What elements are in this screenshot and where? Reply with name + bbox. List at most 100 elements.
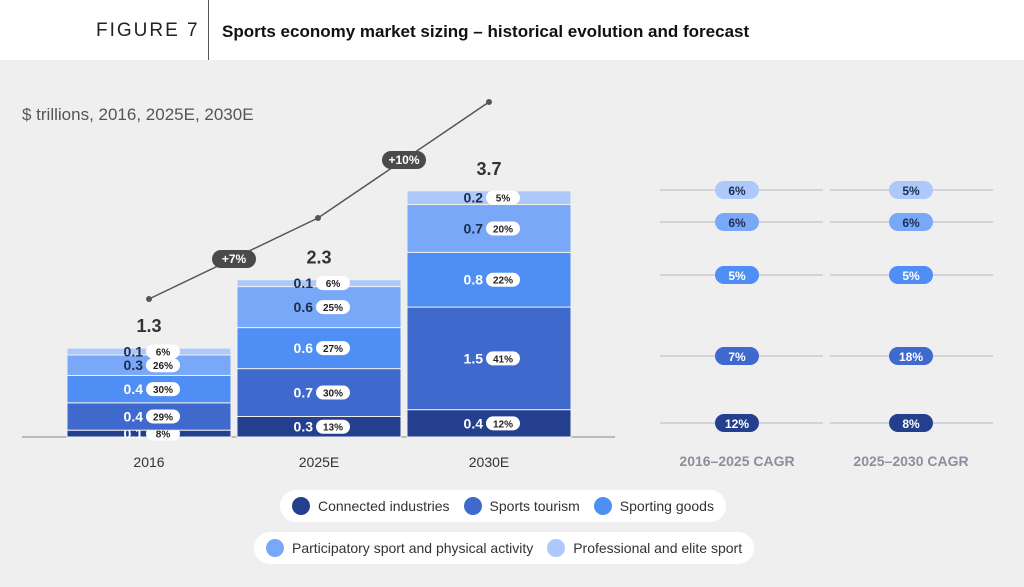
legend-item-connected-industries: Connected industries <box>292 497 450 515</box>
segment-value-sports-tourism-2025e: 0.7 <box>294 385 314 401</box>
growth-badge-0 <box>212 250 256 268</box>
cagr-pill-2016-2025-cagr-sporting-goods <box>715 266 759 284</box>
legend-item-sporting-goods: Sporting goods <box>593 497 714 515</box>
share-pill-sporting-goods-2030e <box>486 272 520 287</box>
cagr-pill-2025-2030-cagr-sporting-goods <box>889 266 933 284</box>
segment-value-professional-and-elite-sport-2025e: 0.1 <box>294 275 314 291</box>
growth-label-1: +10% <box>388 153 419 167</box>
share-pill-participatory-sport-and-physical-activity-2016 <box>146 358 180 373</box>
share-pill-professional-and-elite-sport-2030e <box>486 190 520 205</box>
growth-label-0: +7% <box>222 252 247 266</box>
share-label-sports-tourism-2030e: 41% <box>493 354 513 365</box>
share-pill-connected-industries-2030e <box>486 416 520 431</box>
legend-label-professional-and-elite-sport: Professional and elite sport <box>573 540 743 556</box>
share-label-sporting-goods-2016: 30% <box>153 385 173 396</box>
share-label-participatory-sport-and-physical-activity-2016: 26% <box>153 361 173 372</box>
growth-point-1 <box>315 215 321 221</box>
total-label-2016: 1.3 <box>136 316 161 336</box>
share-pill-participatory-sport-and-physical-activity-2030e <box>486 221 520 236</box>
share-label-sports-tourism-2016: 29% <box>153 412 173 423</box>
figure-label: FIGURE 7 <box>96 20 200 41</box>
segment-value-connected-industries-2030e: 0.4 <box>464 415 484 431</box>
share-pill-professional-and-elite-sport-2025e <box>316 276 350 291</box>
segment-value-sporting-goods-2030e: 0.8 <box>464 272 484 288</box>
legend-item-participatory-sport-and-physical-activity: Participatory sport and physical activit… <box>266 539 533 557</box>
x-tick-label-2025e: 2025E <box>299 454 339 470</box>
cagr-pill-2025-2030-cagr-sports-tourism <box>889 347 933 365</box>
share-label-professional-and-elite-sport-2025e: 6% <box>326 279 341 290</box>
cagr-column-title-0: 2016–2025 CAGR <box>679 453 794 469</box>
cagr-column-title-1: 2025–2030 CAGR <box>853 453 968 469</box>
share-pill-connected-industries-2025e <box>316 419 350 434</box>
share-pill-sporting-goods-2016 <box>146 382 180 397</box>
unit-label: $ trillions, 2016, 2025E, 2030E <box>22 105 254 124</box>
legend-label-connected-industries: Connected industries <box>318 498 450 514</box>
share-pill-sports-tourism-2030e <box>486 351 520 366</box>
share-pill-sports-tourism-2025e <box>316 385 350 400</box>
share-label-connected-industries-2025e: 13% <box>323 423 343 434</box>
share-pill-sporting-goods-2025e <box>316 341 350 356</box>
legend-swatch-connected-industries <box>292 497 310 515</box>
cagr-pill-2016-2025-cagr-professional-and-elite-sport <box>715 181 759 199</box>
share-pill-participatory-sport-and-physical-activity-2025e <box>316 300 350 315</box>
cagr-value-2016-2025-cagr-sporting-goods: 5% <box>728 269 746 283</box>
legend-label-sporting-goods: Sporting goods <box>619 498 714 514</box>
cagr-value-2016-2025-cagr-connected-industries: 12% <box>725 417 749 431</box>
cagr-pill-2016-2025-cagr-sports-tourism <box>715 347 759 365</box>
legend-swatch-professional-and-elite-sport <box>547 539 566 557</box>
segment-value-sporting-goods-2016: 0.4 <box>124 381 144 397</box>
total-label-2030e: 3.7 <box>476 159 501 179</box>
share-label-professional-and-elite-sport-2030e: 5% <box>496 194 511 205</box>
legend-swatch-sports-tourism <box>463 497 482 515</box>
share-label-professional-and-elite-sport-2016: 6% <box>156 348 171 359</box>
segment-value-participatory-sport-and-physical-activity-2016: 0.3 <box>124 357 144 373</box>
segment-value-connected-industries-2025e: 0.3 <box>294 419 314 435</box>
cagr-pill-2016-2025-cagr-participatory-sport-and-physical-activity <box>715 213 759 231</box>
share-label-participatory-sport-and-physical-activity-2030e: 20% <box>493 224 513 235</box>
segment-value-participatory-sport-and-physical-activity-2030e: 0.7 <box>464 220 484 236</box>
legend-swatch-sporting-goods <box>593 497 612 515</box>
cagr-value-2025-2030-cagr-sporting-goods: 5% <box>902 269 920 283</box>
legend-label-sports-tourism: Sports tourism <box>489 498 580 514</box>
cagr-pill-2016-2025-cagr-connected-industries <box>715 414 759 432</box>
x-tick-label-2016: 2016 <box>133 454 164 470</box>
share-label-sporting-goods-2025e: 27% <box>323 344 343 355</box>
legend-swatch-participatory-sport-and-physical-activity <box>266 539 284 557</box>
stacked-bar-chart: 0.1 8% 0.4 29% 0.4 30% 0.3 26% 0.1 6% 1.3 2016 0.3 13… <box>22 99 993 470</box>
cagr-value-2025-2030-cagr-sports-tourism: 18% <box>899 350 923 364</box>
cagr-value-2016-2025-cagr-professional-and-elite-sport: 6% <box>728 184 746 198</box>
legend-item-sports-tourism: Sports tourism <box>463 497 580 515</box>
legend-row-1: Connected industries Sports tourism Sporti… <box>280 490 726 522</box>
segment-value-sporting-goods-2025e: 0.6 <box>294 340 314 356</box>
figure-title: Sports economy market sizing – historica… <box>222 22 750 41</box>
cagr-pill-2025-2030-cagr-participatory-sport-and-physical-activity <box>889 213 933 231</box>
cagr-value-2016-2025-cagr-sports-tourism: 7% <box>728 350 746 364</box>
cagr-value-2025-2030-cagr-professional-and-elite-sport: 5% <box>902 184 920 198</box>
cagr-value-2025-2030-cagr-connected-industries: 8% <box>902 417 920 431</box>
segment-value-professional-and-elite-sport-2016: 0.1 <box>124 344 144 360</box>
share-pill-professional-and-elite-sport-2016 <box>146 344 180 359</box>
share-label-connected-industries-2030e: 12% <box>493 419 513 430</box>
legend-row-2: Participatory sport and physical activit… <box>254 532 755 564</box>
cagr-pill-2025-2030-cagr-professional-and-elite-sport <box>889 181 933 199</box>
growth-point-0 <box>146 296 152 302</box>
figure-header: FIGURE 7 Sports economy market sizing – … <box>0 0 1024 60</box>
total-label-2025e: 2.3 <box>306 248 331 268</box>
header-divider <box>208 0 209 60</box>
growth-point-2 <box>486 99 492 105</box>
segment-value-professional-and-elite-sport-2030e: 0.2 <box>464 190 484 206</box>
legend-item-professional-and-elite-sport: Professional and elite sport <box>547 539 742 557</box>
share-label-connected-industries-2016: 8% <box>156 430 171 441</box>
growth-badge-1 <box>382 151 426 169</box>
segment-value-sports-tourism-2016: 0.4 <box>124 408 144 424</box>
share-label-sports-tourism-2025e: 30% <box>323 389 343 400</box>
cagr-value-2016-2025-cagr-participatory-sport-and-physical-activity: 6% <box>728 216 746 230</box>
legend-label-participatory-sport-and-physical-activity: Participatory sport and physical activit… <box>292 540 534 556</box>
x-tick-label-2030e: 2030E <box>469 454 509 470</box>
share-label-participatory-sport-and-physical-activity-2025e: 25% <box>323 303 343 314</box>
share-label-sporting-goods-2030e: 22% <box>493 276 513 287</box>
share-pill-sports-tourism-2016 <box>146 409 180 424</box>
cagr-value-2025-2030-cagr-participatory-sport-and-physical-activity: 6% <box>902 216 920 230</box>
cagr-pill-2025-2030-cagr-connected-industries <box>889 414 933 432</box>
segment-value-participatory-sport-and-physical-activity-2025e: 0.6 <box>294 299 314 315</box>
